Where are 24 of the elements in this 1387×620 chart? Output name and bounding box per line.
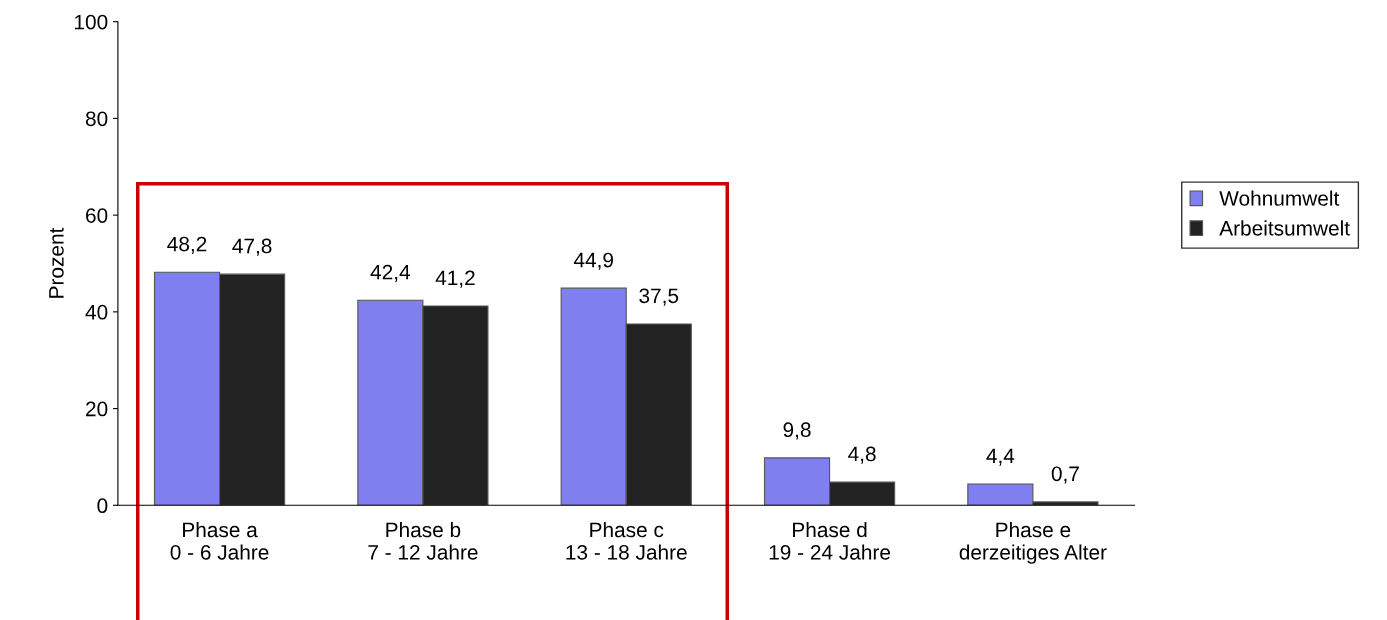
legend-label: Wohnumwelt	[1219, 190, 1340, 206]
y-tick-label: 100	[75, 14, 108, 30]
data-label: 0,7	[1051, 466, 1079, 484]
data-label: 44,9	[573, 252, 613, 270]
y-tick-label: 80	[85, 111, 108, 127]
data-label: 41,2	[435, 270, 475, 288]
data-label: 4,8	[848, 446, 876, 464]
y-tick-label: 40	[85, 304, 108, 320]
data-label: 37,5	[639, 288, 679, 306]
y-tick-label: 0	[97, 498, 108, 514]
data-label: 4,4	[986, 448, 1015, 466]
data-label: 48,2	[167, 236, 207, 254]
x-tick-label: Phase d 19 - 24 Jahre	[769, 521, 891, 560]
y-tick-label: 20	[86, 401, 108, 417]
data-label: 9,8	[783, 422, 811, 440]
data-label: 42,4	[370, 264, 411, 282]
y-axis-title: Prozent	[49, 227, 64, 298]
legend-label: Arbeitsumwelt	[1219, 220, 1350, 236]
x-tick-label: Phase c 13 - 18 Jahre	[566, 521, 687, 560]
x-tick-label: Phase b 7 - 12 Jahre	[368, 521, 478, 560]
x-tick-label: Phase a 0 - 6 Jahre	[170, 521, 269, 560]
data-label: 47,8	[232, 238, 272, 256]
y-tick-label: 60	[86, 208, 108, 223]
x-tick-label: Phase e derzeitiges Alter	[959, 521, 1107, 564]
